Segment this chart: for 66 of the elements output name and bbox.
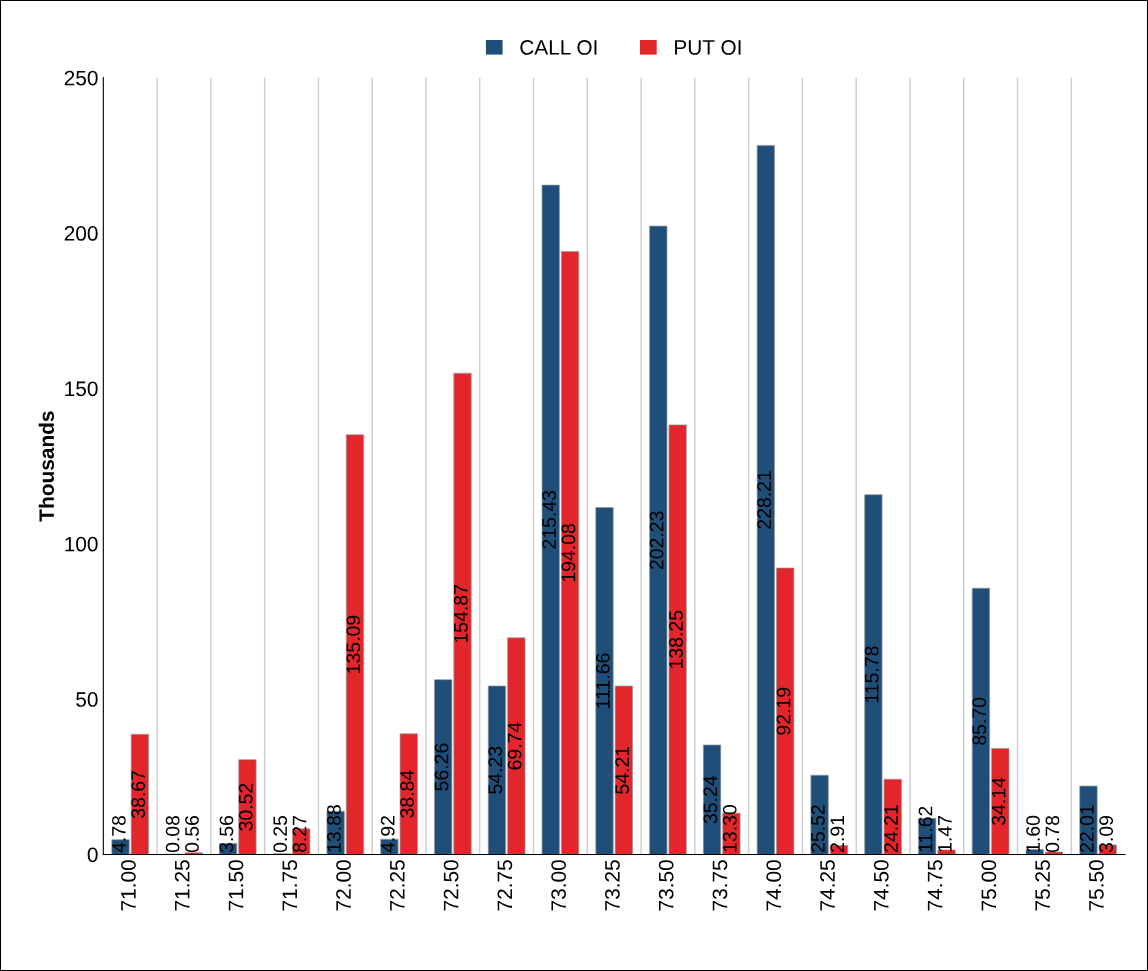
data-label: 38.84	[400, 770, 414, 818]
legend-label: PUT OI	[675, 40, 741, 55]
y-tick-label: 0	[87, 847, 98, 863]
x-tick-label: 73.00	[551, 860, 566, 911]
data-label: 138.25	[669, 610, 683, 668]
data-label: 13.88	[327, 805, 341, 852]
data-label: 24.21	[884, 805, 898, 852]
data-label: 11.62	[918, 806, 933, 852]
data-label: 135.09	[346, 615, 361, 673]
data-label: 34.14	[991, 777, 1006, 826]
data-label: 54.21	[615, 746, 630, 794]
data-label: 215.43	[542, 490, 556, 549]
x-tick-label: 73.50	[658, 860, 674, 911]
y-tick-label: 150	[65, 381, 98, 397]
x-tick-label: 72.00	[336, 860, 351, 911]
x-tick-label: 74.75	[927, 860, 943, 911]
data-label: 22.01	[1079, 805, 1094, 852]
y-tick-label: 200	[64, 226, 98, 241]
data-label: 25.52	[811, 805, 825, 852]
data-label: 0.56	[185, 815, 199, 853]
data-label: 111.66	[595, 653, 610, 708]
data-label: 2.91	[830, 816, 845, 852]
y-tick-label: 50	[76, 692, 98, 707]
x-tick-label: 75.25	[1035, 860, 1050, 911]
data-label: 0.25	[273, 815, 288, 853]
x-tick-label: 73.75	[712, 860, 728, 911]
data-label: 1.60	[1026, 815, 1040, 852]
x-tick-label: 75.00	[981, 860, 997, 911]
data-label: 38.67	[131, 771, 146, 818]
x-tick-label: 71.25	[174, 860, 190, 911]
x-tick-label: 72.25	[389, 860, 405, 911]
data-label: 92.19	[776, 687, 791, 735]
x-tick-label: 71.50	[228, 860, 244, 911]
data-label: 0.78	[1045, 815, 1060, 853]
x-tick-label: 74.50	[873, 860, 889, 911]
data-label: 56.26	[434, 743, 449, 791]
data-label: 1.47	[938, 816, 952, 852]
data-label: 4.78	[111, 815, 126, 853]
data-label: 194.08	[561, 524, 576, 582]
data-label: 35.24	[703, 775, 718, 824]
data-label: 8.27	[292, 816, 307, 853]
data-label: 3.09	[1099, 816, 1114, 853]
data-label: 115.78	[864, 646, 879, 703]
data-label: 154.87	[453, 585, 468, 643]
y-axis-title: Thousands	[38, 411, 55, 522]
data-label: 69.74	[507, 722, 522, 770]
x-tick-label: 72.50	[443, 860, 459, 911]
x-tick-label: 73.25	[605, 860, 620, 911]
x-tick-label: 72.75	[497, 860, 513, 911]
data-label: 30.52	[238, 783, 253, 831]
data-label: 4.92	[380, 816, 395, 853]
data-label: 0.08	[165, 815, 180, 853]
legend-label: CALL OI	[520, 40, 597, 55]
data-label: 54.23	[488, 746, 503, 794]
data-label: 13.30	[722, 805, 737, 852]
x-tick-label: 74.00	[766, 860, 782, 911]
x-tick-label: 71.00	[121, 860, 136, 911]
y-tick-label: 250	[64, 70, 98, 86]
data-label: 3.56	[219, 815, 234, 853]
x-tick-label: 71.75	[282, 860, 298, 911]
data-label: 85.70	[972, 697, 987, 745]
x-tick-label: 74.25	[820, 860, 835, 911]
data-label: 202.23	[649, 511, 664, 570]
x-tick-label: 75.50	[1088, 860, 1104, 911]
data-label: 228.21	[757, 471, 772, 529]
y-tick-label: 100	[65, 536, 98, 552]
